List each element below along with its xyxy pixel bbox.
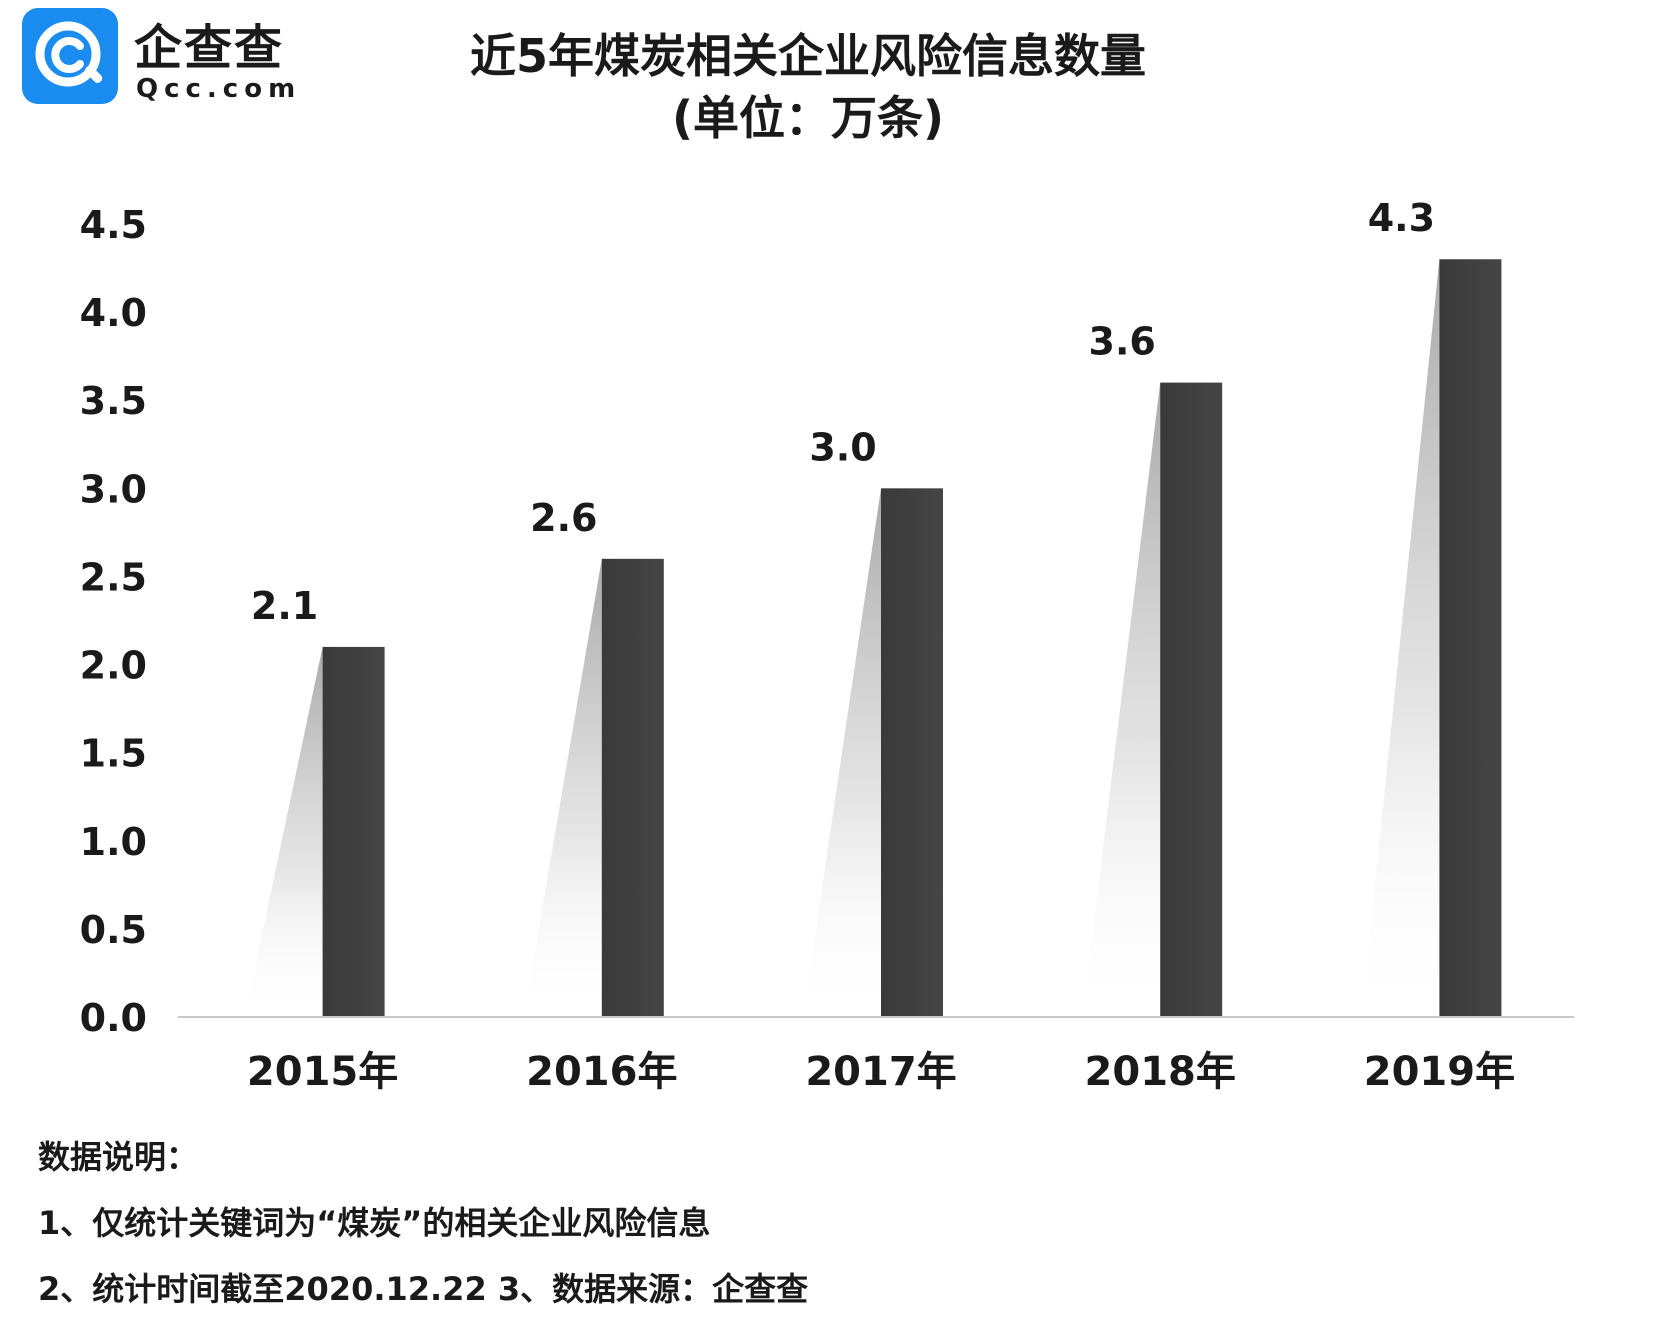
y-tick-label: 3.5 (80, 379, 147, 423)
bar-shadow (1082, 382, 1161, 1018)
bar-shadow (523, 558, 602, 1017)
y-tick-label: 0.0 (80, 996, 147, 1040)
qcc-logo: 企查查 Qcc.com (22, 8, 312, 108)
y-tick-label: 1.5 (80, 732, 147, 776)
bar-chart: 0.0 0.5 1.0 1.5 2.0 2.5 3.0 3.5 4.0 4.5 2.1 2.6 3.0… (80, 196, 1574, 1095)
x-tick-label: 2015年 (247, 1049, 398, 1095)
bar (881, 488, 943, 1017)
x-tick-label: 2019年 (1364, 1049, 1515, 1095)
y-tick-label: 3.0 (80, 467, 147, 511)
y-tick-label: 2.0 (80, 644, 147, 688)
bar (1160, 382, 1223, 1018)
bar-value-label: 2.6 (530, 496, 597, 540)
y-tick-label: 4.0 (80, 291, 147, 335)
bar-value-label: 4.3 (1368, 196, 1435, 240)
chart-title: 近5年煤炭相关企业风险信息数量 (469, 29, 1146, 83)
y-tick-label: 0.5 (80, 908, 147, 952)
notes-heading: 数据说明： (38, 1138, 199, 1176)
logo-name-cn: 企查查 (134, 20, 285, 76)
bar-shadow (244, 646, 323, 1017)
bar-shadow (803, 488, 881, 1017)
qcc-logo-icon (22, 8, 118, 104)
bar-value-label: 3.0 (809, 425, 876, 469)
notes-line-1: 1、仅统计关键词为“煤炭”的相关企业风险信息 (38, 1204, 711, 1242)
bar (1439, 259, 1502, 1017)
bar (601, 558, 664, 1017)
y-tick-label: 4.5 (80, 203, 147, 247)
bar-value-label: 2.1 (251, 584, 318, 628)
bar (322, 646, 385, 1017)
notes-line-2: 2、统计时间截至2020.12.22 3、数据来源：企查查 (38, 1270, 809, 1308)
logo-name-en: Qcc.com (136, 74, 302, 104)
bar-shadow (1361, 259, 1440, 1017)
x-tick-label: 2017年 (805, 1049, 956, 1095)
bar-value-label: 3.6 (1089, 320, 1156, 364)
x-tick-label: 2016年 (526, 1049, 677, 1095)
y-tick-label: 2.5 (80, 555, 147, 599)
chart-subtitle: (单位：万条) (671, 91, 945, 145)
y-tick-label: 1.0 (80, 820, 147, 864)
x-tick-label: 2018年 (1085, 1049, 1236, 1095)
